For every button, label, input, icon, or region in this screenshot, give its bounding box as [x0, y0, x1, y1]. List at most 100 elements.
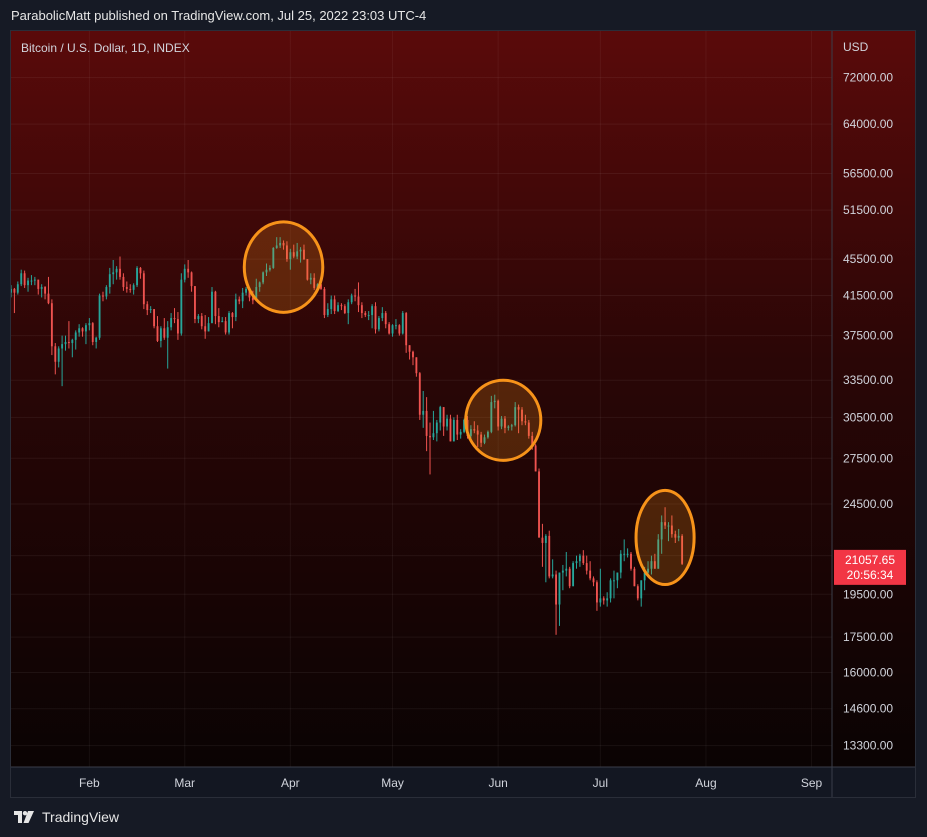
- candle: [626, 548, 629, 558]
- candle: [636, 584, 639, 601]
- last-price-value: 21057.65: [845, 553, 895, 567]
- candle-body: [316, 284, 319, 288]
- candle-body: [391, 325, 394, 334]
- candle-body: [647, 568, 649, 573]
- candle-body: [303, 249, 305, 260]
- candle-body: [555, 574, 557, 605]
- candle-body: [405, 313, 408, 346]
- candle-body: [200, 316, 203, 327]
- candle-body: [347, 302, 350, 314]
- candle: [568, 566, 571, 589]
- candle: [71, 338, 74, 358]
- candle-body: [176, 319, 179, 334]
- candle-body: [275, 245, 278, 248]
- candle: [544, 534, 547, 583]
- candle-body: [54, 346, 57, 362]
- candle-body: [623, 553, 626, 555]
- candle-body: [98, 295, 101, 338]
- candle-body: [473, 429, 476, 431]
- candle-body: [371, 306, 374, 316]
- candle-body: [589, 570, 592, 579]
- candle-body: [119, 268, 121, 277]
- candle-body: [326, 309, 329, 316]
- candle-body: [517, 407, 520, 410]
- candle: [670, 515, 673, 538]
- candle-body: [412, 351, 414, 358]
- candle: [653, 553, 656, 569]
- time-tick-label: Sep: [801, 776, 823, 790]
- price-tick-label: 19500.00: [843, 587, 893, 601]
- candle: [371, 304, 374, 329]
- candle: [613, 570, 615, 599]
- price-chart[interactable]: 72000.00 64000.00 56500.00 51500.00 45500.00…: [10, 31, 915, 797]
- candle-body: [146, 304, 149, 311]
- candle: [30, 275, 33, 286]
- candle: [381, 307, 384, 322]
- candle-body: [681, 535, 684, 564]
- candle: [459, 429, 462, 439]
- candle: [207, 317, 210, 332]
- tradingview-brand[interactable]: TradingView: [14, 809, 119, 825]
- candle-body: [330, 299, 333, 310]
- candle: [180, 273, 183, 336]
- candle-body: [582, 555, 585, 564]
- candle-body: [459, 431, 462, 435]
- candle-body: [456, 419, 459, 435]
- candle-body: [531, 435, 534, 446]
- candle-body: [364, 313, 367, 316]
- candle: [575, 555, 578, 569]
- candle: [91, 322, 94, 346]
- candle: [412, 350, 414, 366]
- highlight-circles: [242, 220, 696, 587]
- candle: [596, 580, 598, 611]
- candle-body: [33, 279, 36, 281]
- candle-body: [221, 321, 224, 323]
- price-tick-label: 27500.00: [843, 451, 893, 465]
- candle: [153, 309, 156, 329]
- candle-body: [306, 259, 309, 280]
- candle-body: [108, 274, 111, 288]
- candle: [108, 267, 111, 294]
- candle: [16, 281, 19, 295]
- chart-frame[interactable]: 72000.00 64000.00 56500.00 51500.00 45500.00…: [10, 30, 916, 798]
- candle-body: [224, 321, 227, 333]
- candle: [395, 319, 397, 330]
- candle: [173, 308, 176, 324]
- candle-body: [88, 323, 91, 326]
- candle-body: [619, 553, 622, 573]
- candle-body: [388, 324, 391, 334]
- currency-label: USD: [843, 40, 869, 54]
- candle-body: [231, 313, 234, 318]
- price-tick-label: 51500.00: [843, 203, 893, 217]
- candle: [415, 357, 418, 377]
- candle: [176, 312, 179, 340]
- candle: [306, 259, 309, 281]
- price-tick-label: 16000.00: [843, 666, 893, 680]
- candle: [657, 534, 660, 569]
- candle-body: [20, 273, 23, 285]
- candle-body: [163, 328, 166, 338]
- candle: [286, 241, 288, 262]
- candle-body: [463, 419, 466, 432]
- candle: [296, 242, 299, 260]
- candle: [674, 530, 677, 543]
- candle-body: [50, 303, 53, 347]
- candle-body: [585, 563, 588, 571]
- candle-body: [476, 430, 479, 435]
- candle-body: [660, 522, 663, 540]
- candle-body: [139, 267, 142, 274]
- candle-body: [149, 309, 152, 311]
- candle-body: [551, 574, 554, 577]
- candle: [463, 418, 466, 434]
- candle: [343, 304, 346, 315]
- candle-body: [527, 422, 530, 436]
- time-tick-label: Aug: [695, 776, 716, 790]
- candle-body: [262, 272, 265, 283]
- candle: [446, 414, 448, 431]
- candle: [425, 397, 428, 452]
- candle-body: [354, 295, 357, 297]
- candle-body: [565, 568, 568, 571]
- candle-body: [268, 267, 271, 270]
- price-tick-label: 37500.00: [843, 329, 893, 343]
- candle: [517, 404, 520, 434]
